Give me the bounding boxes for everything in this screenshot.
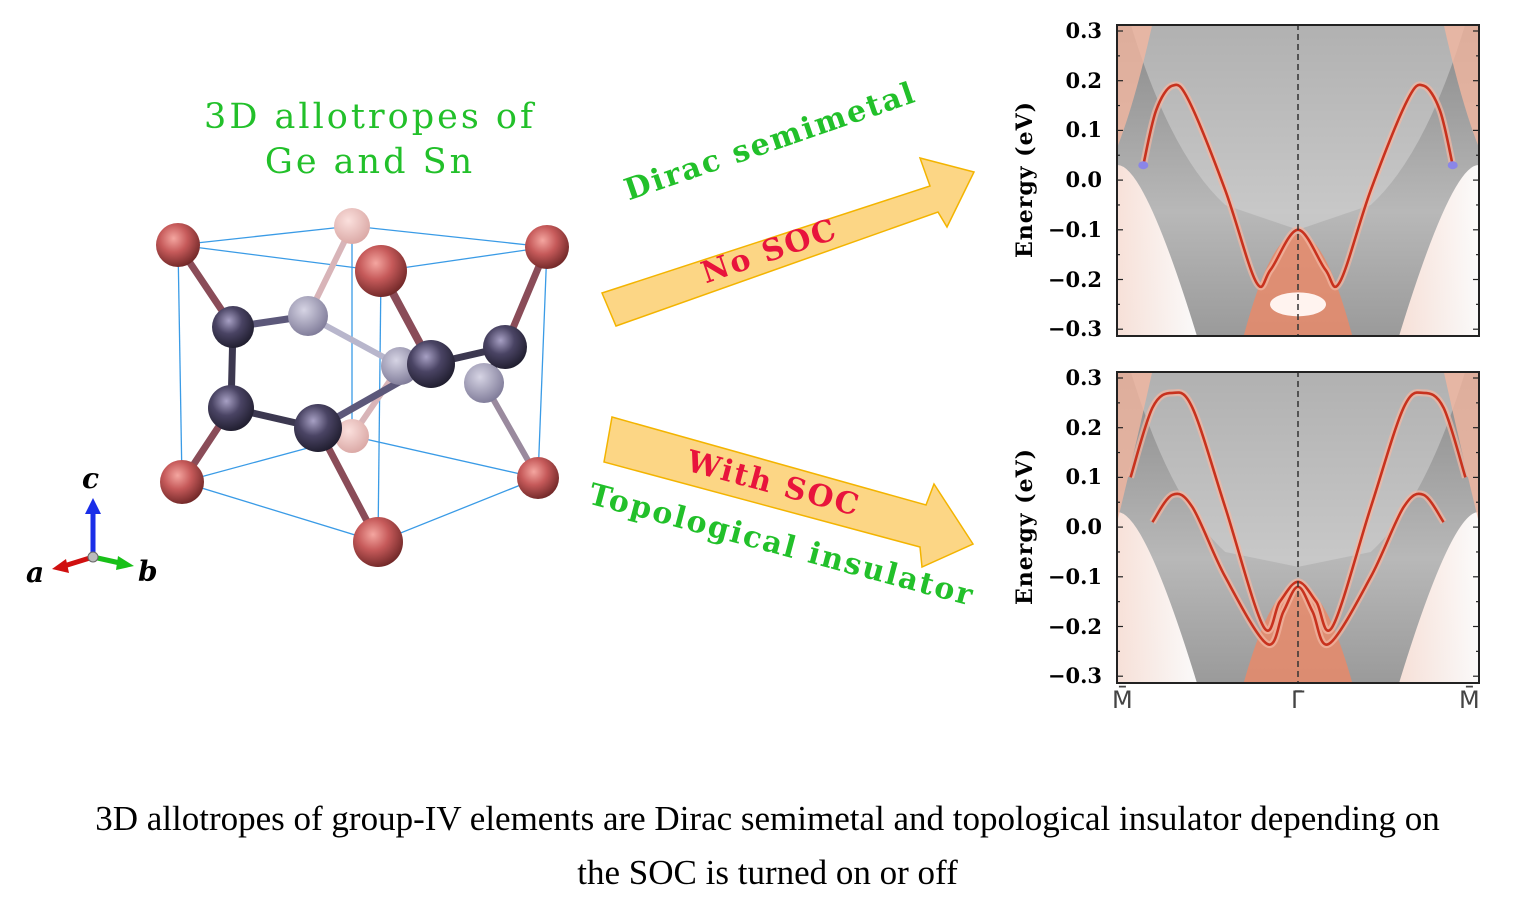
band-plot-no-soc bbox=[1116, 24, 1480, 337]
axis-label-b: b bbox=[138, 555, 158, 588]
bulk-gap-right bbox=[1398, 165, 1480, 337]
figure-title: 3D allotropes of Ge and Sn bbox=[190, 95, 550, 185]
bulk-band-right bbox=[1443, 24, 1480, 151]
title-line-2: Ge and Sn bbox=[264, 142, 476, 182]
caption-line-2: the SOC is turned on or off bbox=[577, 853, 958, 892]
ytick-label: −0.3 bbox=[1047, 663, 1102, 689]
ytick-label: 0.0 bbox=[1065, 514, 1102, 540]
atoms bbox=[156, 208, 569, 567]
axis-label-c: c bbox=[82, 462, 100, 495]
ytick-label: 0.2 bbox=[1065, 414, 1102, 440]
bulk-band-right bbox=[1443, 371, 1480, 528]
bulk-shading bbox=[1130, 371, 1466, 567]
figure-caption: 3D allotropes of group-IV elements are D… bbox=[0, 792, 1520, 900]
arrow-top bbox=[600, 156, 976, 327]
ytick-label: 0.0 bbox=[1065, 167, 1102, 193]
ytick-label: 0.3 bbox=[1065, 18, 1102, 43]
xtick-gamma: Γ̄ bbox=[1291, 686, 1305, 714]
xtick-m-left: M̄ bbox=[1112, 686, 1133, 714]
caption-line-1: 3D allotropes of group-IV elements are D… bbox=[95, 799, 1440, 838]
bulk-band-left bbox=[1116, 24, 1153, 151]
plot-frame bbox=[1116, 371, 1480, 684]
band-plot-with-soc bbox=[1116, 371, 1480, 684]
bulk-gap-left bbox=[1116, 512, 1198, 684]
ytick-label: −0.2 bbox=[1047, 613, 1102, 639]
dirac-point-1 bbox=[1447, 161, 1458, 170]
crystal-structure bbox=[156, 208, 569, 567]
ytick-label: −0.3 bbox=[1047, 316, 1102, 342]
ytick-label: 0.1 bbox=[1065, 464, 1102, 490]
ytick-label: 0.3 bbox=[1065, 365, 1102, 390]
bulk-band-left bbox=[1116, 371, 1153, 528]
arrows bbox=[600, 156, 976, 569]
ytick-label: 0.2 bbox=[1065, 67, 1102, 93]
plot-frame bbox=[1116, 24, 1480, 337]
arrow-bottom bbox=[603, 416, 975, 569]
ytick-label: −0.2 bbox=[1047, 266, 1102, 292]
ytick-label: −0.1 bbox=[1047, 216, 1102, 242]
axis-label-a: a bbox=[26, 556, 45, 589]
unit-cell-edges bbox=[177, 225, 548, 543]
xtick-m-right: M̄ bbox=[1459, 686, 1480, 714]
dirac-point-0 bbox=[1138, 161, 1149, 170]
axes-triad-icon bbox=[52, 498, 134, 573]
ytick-label: −0.1 bbox=[1047, 563, 1102, 589]
bulk-gap-right bbox=[1398, 512, 1480, 684]
ytick-label: 0.1 bbox=[1065, 117, 1102, 143]
bulk-gap-left bbox=[1116, 165, 1198, 337]
title-line-1: 3D allotropes of bbox=[204, 97, 536, 137]
